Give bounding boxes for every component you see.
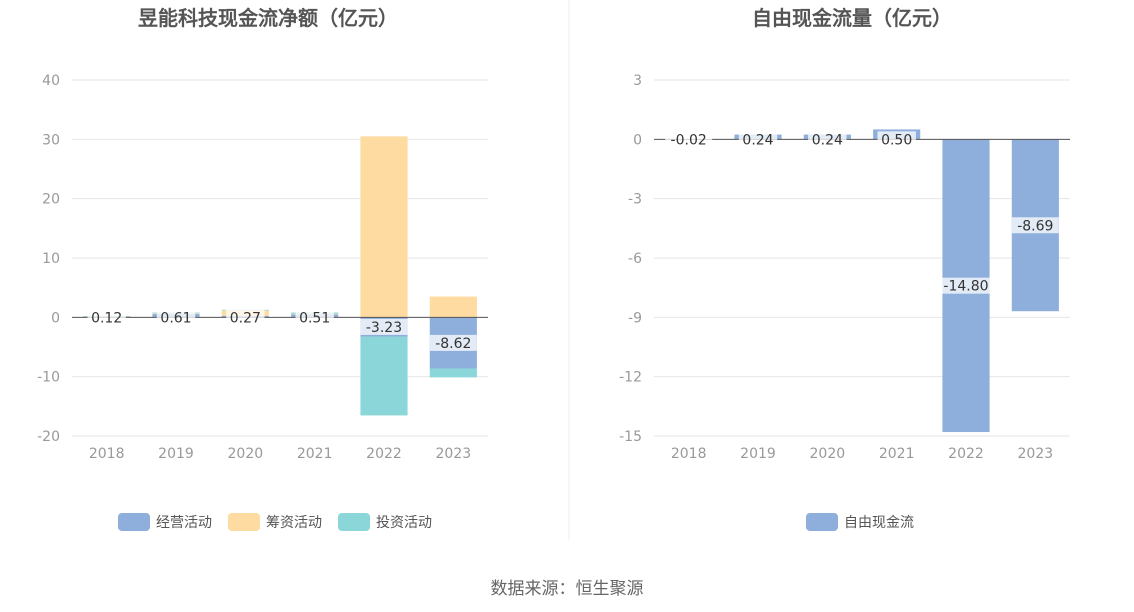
data-label-bg bbox=[226, 309, 265, 326]
chart-title: 自由现金流量（亿元） bbox=[752, 6, 952, 30]
legend-swatch bbox=[338, 513, 370, 531]
data-label: -8.62 bbox=[435, 336, 471, 352]
data-label-bg bbox=[938, 277, 994, 294]
data-label-bg bbox=[665, 131, 713, 148]
y-tick-label: 10 bbox=[42, 251, 60, 267]
source-name: 恒生聚源 bbox=[575, 579, 644, 599]
bar-投资活动 bbox=[429, 368, 477, 378]
data-label-bg bbox=[295, 309, 334, 326]
data-label: -14.80 bbox=[943, 279, 988, 295]
data-label-bg bbox=[156, 309, 196, 326]
data-label: 0.24 bbox=[742, 132, 773, 148]
bar-投资活动 bbox=[360, 336, 408, 416]
x-tick-label: 2021 bbox=[879, 446, 915, 462]
x-tick-label: 2022 bbox=[948, 446, 984, 462]
y-tick-label: -10 bbox=[37, 370, 60, 386]
x-tick-label: 2020 bbox=[810, 446, 846, 462]
legend-swatch bbox=[806, 513, 838, 531]
y-tick-label: 30 bbox=[42, 132, 60, 148]
data-label: 0.24 bbox=[812, 132, 843, 148]
data-label-bg bbox=[429, 334, 477, 351]
y-tick-label: -15 bbox=[619, 429, 642, 445]
x-tick-label: 2023 bbox=[436, 446, 472, 462]
data-label: -8.69 bbox=[1017, 218, 1053, 234]
y-tick-label: -9 bbox=[628, 310, 642, 326]
data-label-bg bbox=[360, 318, 408, 335]
y-tick-label: 3 bbox=[633, 73, 642, 89]
y-tick-label: -3 bbox=[628, 192, 642, 208]
data-label-bg bbox=[877, 131, 916, 148]
x-tick-label: 2021 bbox=[297, 446, 333, 462]
x-tick-label: 2022 bbox=[366, 446, 402, 462]
x-tick-label: 2018 bbox=[671, 446, 707, 462]
data-label-bg bbox=[87, 309, 126, 326]
y-tick-label: -6 bbox=[628, 251, 642, 267]
y-tick-label: 40 bbox=[42, 73, 60, 89]
y-tick-label: -12 bbox=[619, 370, 642, 386]
legend-label: 筹资活动 bbox=[266, 514, 322, 531]
x-tick-label: 2020 bbox=[228, 446, 264, 462]
data-label: 0.50 bbox=[881, 132, 912, 148]
legend-label: 自由现金流 bbox=[844, 515, 914, 531]
bar-筹资活动 bbox=[360, 136, 408, 318]
data-label: -0.02 bbox=[671, 132, 707, 148]
data-label: 0.12 bbox=[91, 310, 122, 326]
x-tick-label: 2023 bbox=[1018, 446, 1054, 462]
y-tick-label: 0 bbox=[51, 310, 60, 326]
legend-label: 投资活动 bbox=[376, 515, 432, 531]
data-label-bg bbox=[738, 131, 778, 148]
data-label: -3.23 bbox=[366, 320, 402, 336]
y-tick-label: 20 bbox=[42, 192, 60, 208]
x-tick-label: 2019 bbox=[158, 446, 194, 462]
bar-筹资活动 bbox=[429, 296, 477, 318]
x-tick-label: 2018 bbox=[89, 446, 125, 462]
legend-swatch bbox=[228, 513, 260, 531]
data-label: 0.51 bbox=[299, 310, 330, 326]
data-source-footer: 数据来源：恒生聚源 bbox=[0, 574, 1134, 599]
data-label: 0.61 bbox=[160, 310, 191, 326]
chart-title: 昱能科技现金流净额（亿元） bbox=[138, 6, 398, 30]
y-tick-label: 0 bbox=[633, 132, 642, 148]
data-label: 0.27 bbox=[230, 310, 261, 326]
legend-swatch bbox=[118, 513, 150, 531]
y-tick-label: -20 bbox=[37, 429, 60, 445]
data-label-bg bbox=[1011, 217, 1059, 234]
legend-label: 经营活动 bbox=[156, 515, 212, 531]
source-prefix: 数据来源： bbox=[490, 579, 576, 599]
x-tick-label: 2019 bbox=[740, 446, 776, 462]
data-label-bg bbox=[808, 131, 847, 148]
